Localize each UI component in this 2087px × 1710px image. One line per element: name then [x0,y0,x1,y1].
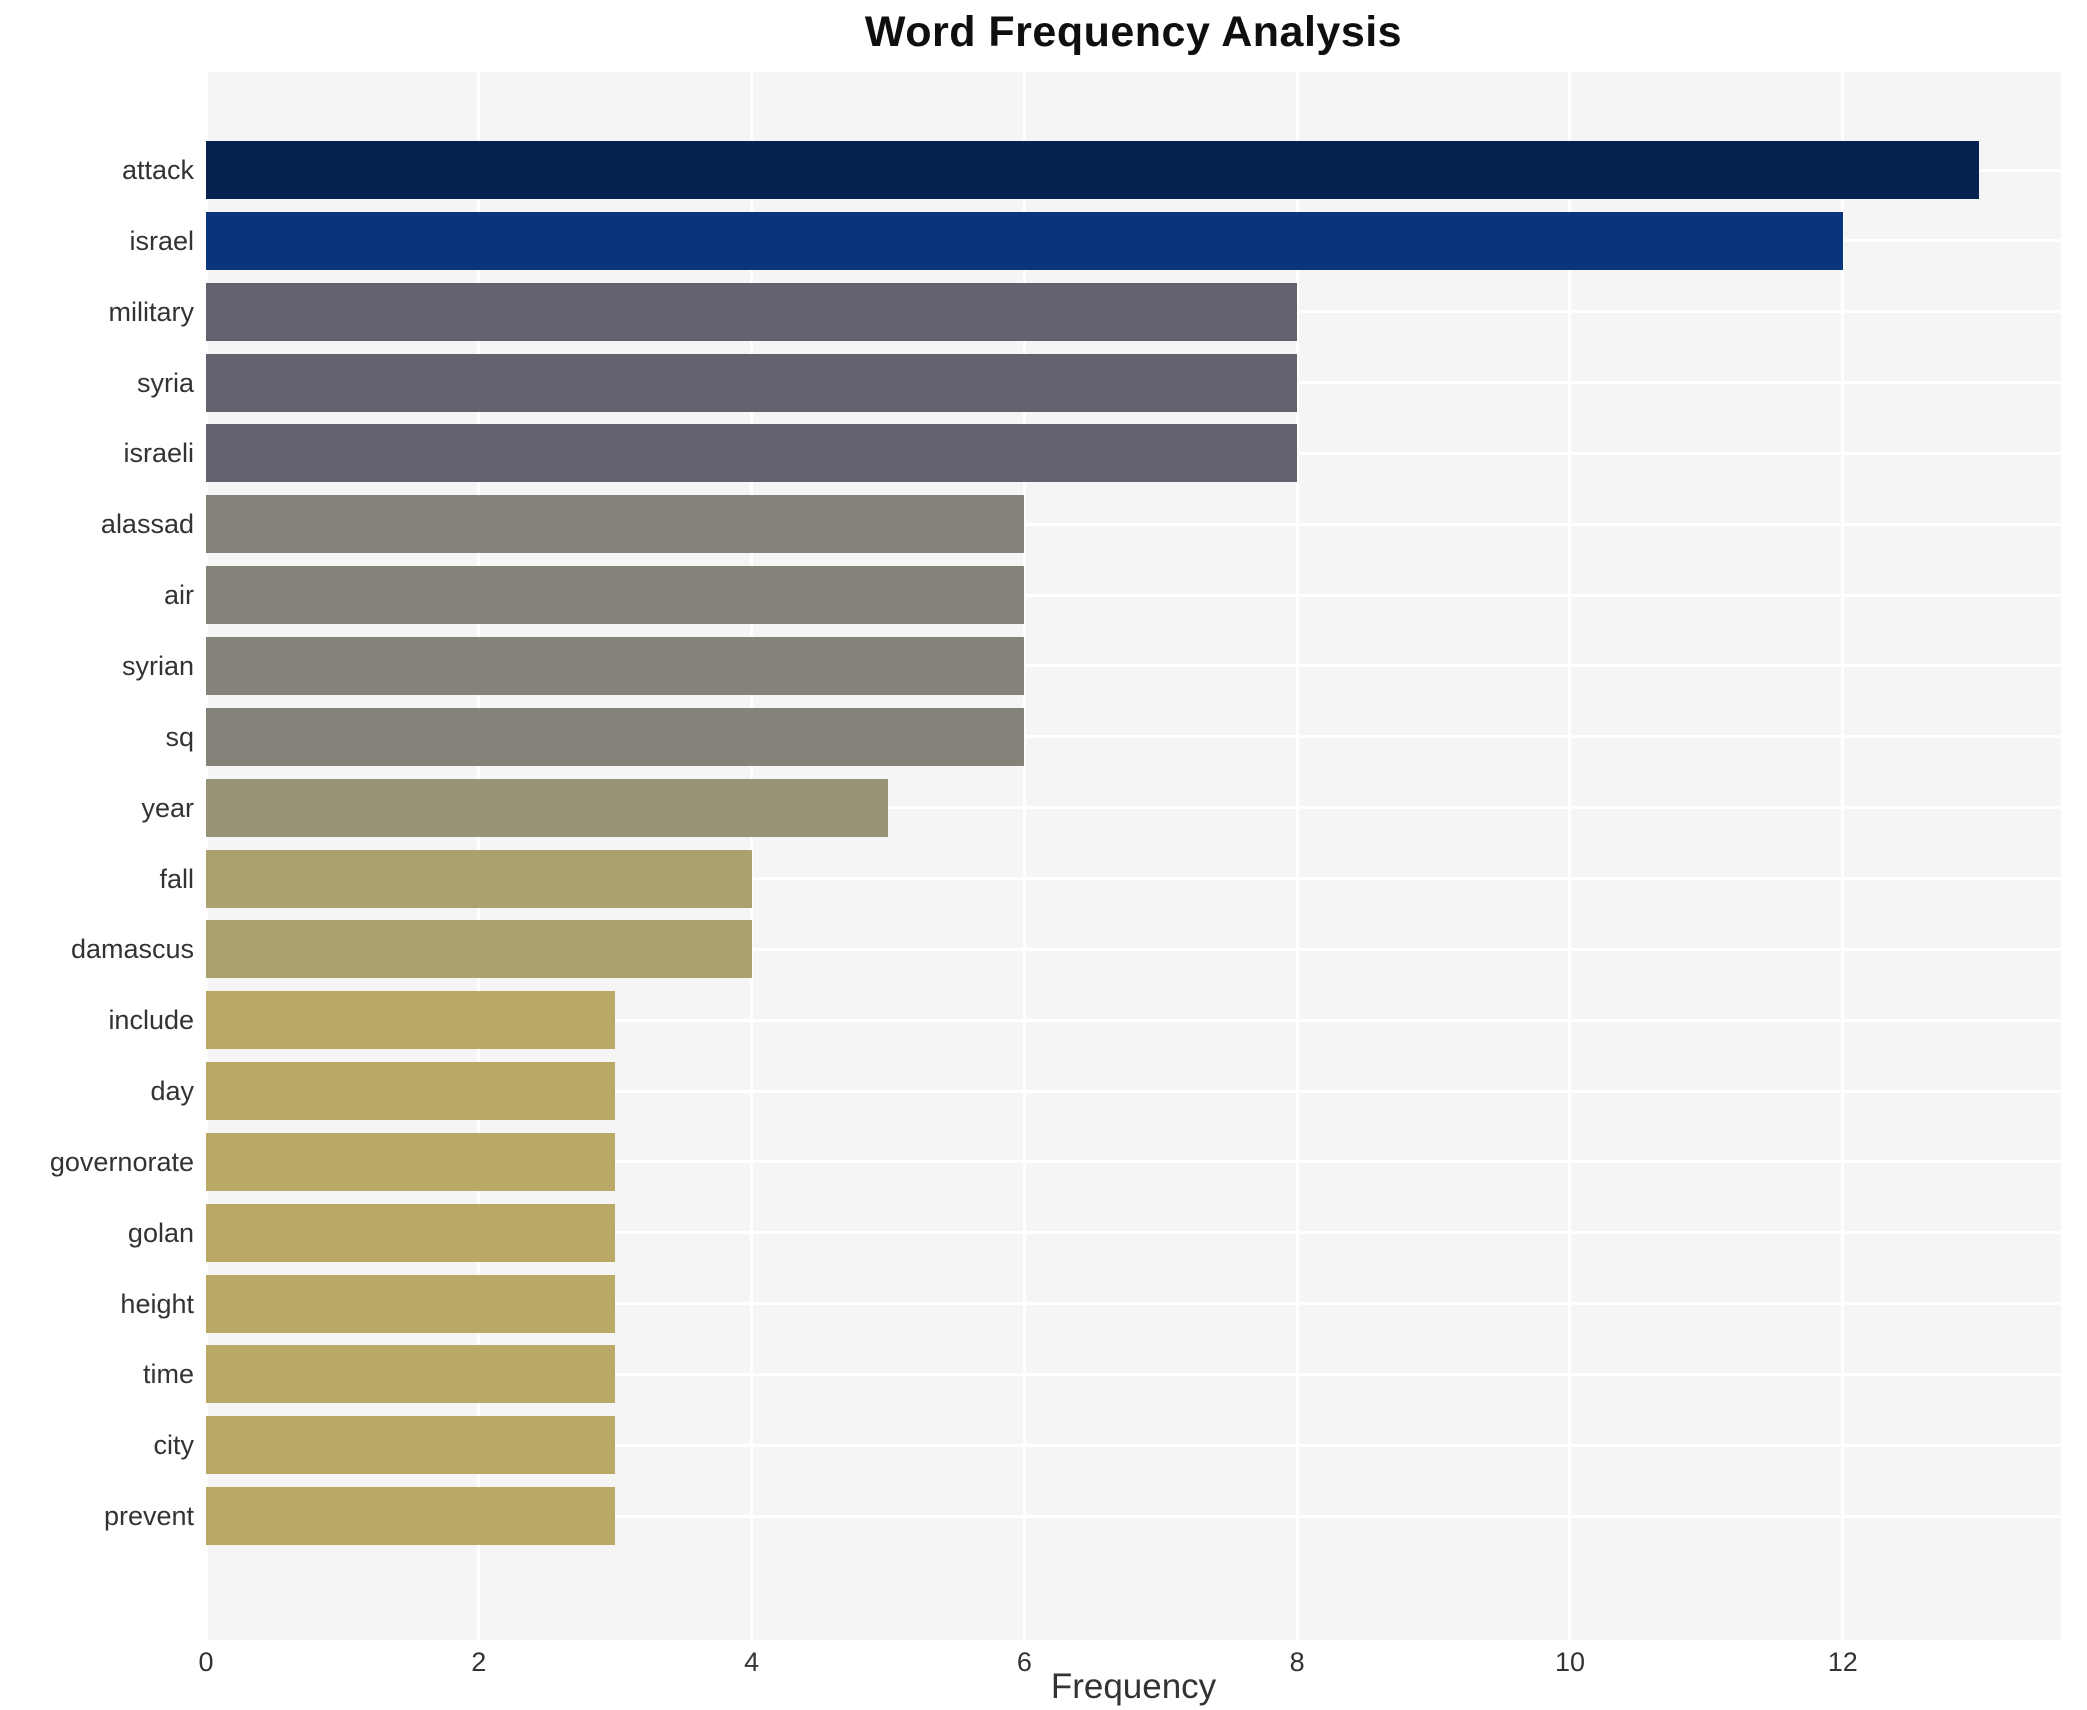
bar-prevent [206,1487,616,1546]
bar-height [206,1274,616,1333]
bar-city [206,1416,616,1475]
category-label-golan: golan [127,1217,194,1248]
category-label-syrian: syrian [121,650,194,681]
bar-governorate [206,1132,616,1191]
category-label-alassad: alassad [100,509,194,540]
category-label-israel: israel [129,225,194,256]
bar-sq [206,707,1025,766]
x-tick-label-2: 2 [471,1647,487,1677]
category-label-israeli: israeli [123,438,194,469]
x-tick-label-10: 10 [1554,1647,1585,1677]
gridline-vertical [1841,72,1845,1640]
category-label-city: city [153,1430,195,1461]
category-label-sq: sq [165,721,194,752]
gridline-horizontal [206,806,2061,810]
x-tick-label-6: 6 [1016,1647,1032,1677]
gridline-vertical [1295,72,1299,1640]
gridline-horizontal [206,735,2061,739]
category-label-include: include [108,1005,194,1036]
bar-golan [206,1203,616,1262]
category-label-fall: fall [159,863,194,894]
gridline-vertical [1568,72,1572,1640]
bar-military [206,282,1298,341]
bar-year [206,778,888,837]
gridline-horizontal [206,1160,2061,1164]
gridline-horizontal [206,1302,2061,1306]
category-label-time: time [142,1359,194,1390]
gridline-vertical [750,72,754,1640]
x-axis-title: Frequency [1050,1667,1217,1706]
chart-title: Word Frequency Analysis [864,8,1403,56]
gridline-horizontal [206,1018,2061,1022]
bar-alassad [206,495,1025,554]
category-label-military: military [108,296,195,327]
gridline-horizontal [206,947,2061,951]
category-label-syria: syria [136,367,194,398]
gridline-horizontal [206,593,2061,597]
category-label-governorate: governorate [49,1146,194,1177]
category-label-height: height [120,1288,194,1319]
bar-time [206,1345,616,1404]
x-tick-label-4: 4 [744,1647,760,1677]
gridline-horizontal [206,1372,2061,1376]
category-label-attack: attack [121,155,194,185]
plot-area [204,72,2061,1640]
x-tick-label-0: 0 [198,1647,214,1677]
bar-damascus [206,920,752,979]
bar-syria [206,353,1298,412]
gridline-vertical [1022,72,1026,1640]
bar-israeli [206,424,1298,483]
category-label-prevent: prevent [103,1501,194,1532]
bar-include [206,991,616,1050]
gridline-horizontal [206,1443,2061,1447]
gridline-horizontal [206,1231,2061,1235]
x-tick-label-8: 8 [1289,1647,1305,1677]
category-label-year: year [141,792,194,823]
bar-syrian [206,636,1025,695]
category-label-air: air [163,580,194,611]
bar-israel [206,211,1843,270]
gridline-horizontal [206,877,2061,880]
gridline-horizontal [206,664,2061,668]
bar-air [206,566,1025,625]
gridline-horizontal [206,522,2061,526]
gridline-horizontal [206,1089,2061,1093]
x-tick-label-12: 12 [1827,1647,1858,1677]
bar-fall [206,849,752,908]
gridline-horizontal [206,1514,2061,1518]
bar-attack [206,141,1980,199]
bar-day [206,1062,616,1121]
category-label-day: day [150,1076,194,1107]
category-label-damascus: damascus [70,934,194,965]
